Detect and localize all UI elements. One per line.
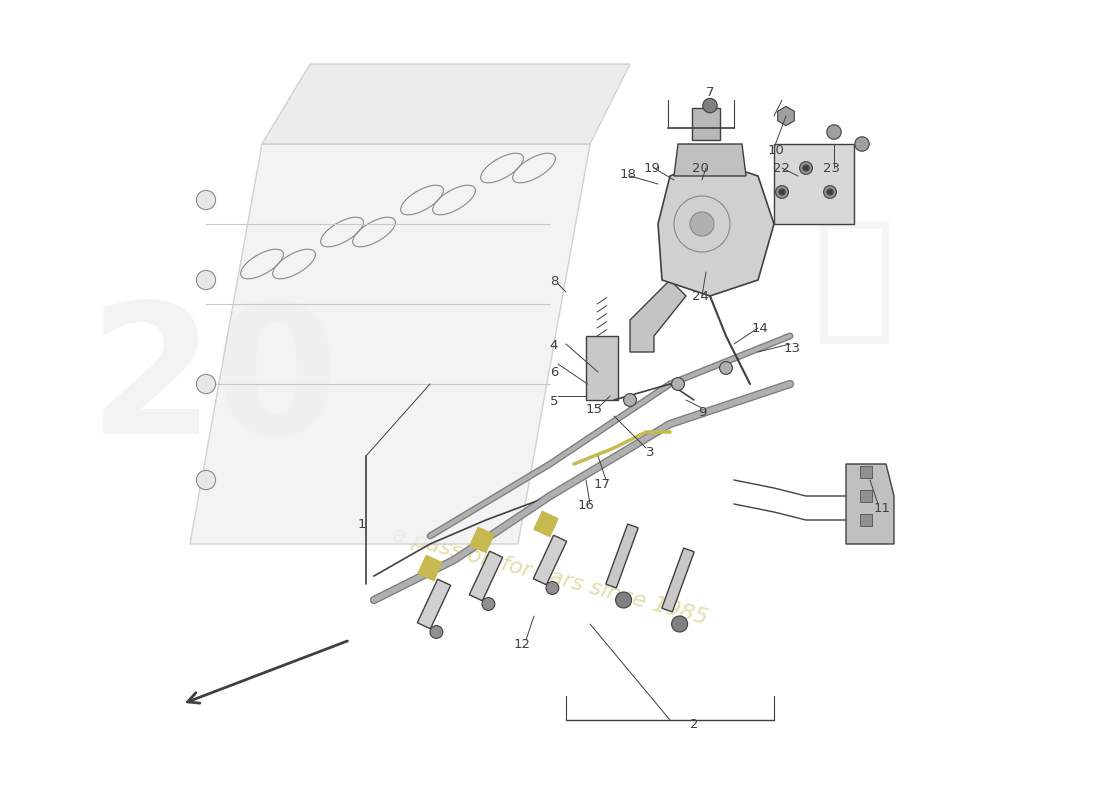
Circle shape: [824, 186, 836, 198]
Bar: [860, 514, 872, 526]
Circle shape: [803, 165, 810, 171]
Text: 9: 9: [697, 406, 706, 418]
Circle shape: [616, 592, 631, 608]
Circle shape: [690, 212, 714, 236]
Text: 10: 10: [767, 144, 784, 157]
Text: 11: 11: [873, 502, 891, 514]
Polygon shape: [846, 464, 894, 544]
Circle shape: [197, 470, 216, 490]
Bar: [418, 555, 442, 581]
Bar: [470, 527, 494, 553]
Circle shape: [430, 626, 443, 638]
Circle shape: [624, 394, 637, 406]
Bar: [662, 548, 694, 612]
Circle shape: [197, 270, 216, 290]
Circle shape: [776, 186, 789, 198]
Bar: [860, 490, 872, 502]
Text: 5: 5: [550, 395, 558, 408]
Circle shape: [827, 189, 833, 195]
Bar: [417, 579, 451, 629]
Circle shape: [546, 582, 559, 594]
Polygon shape: [774, 144, 854, 224]
Text: 2: 2: [690, 718, 698, 730]
Circle shape: [197, 374, 216, 394]
Polygon shape: [586, 336, 618, 400]
Circle shape: [800, 162, 813, 174]
Polygon shape: [674, 144, 746, 176]
Text: 18: 18: [620, 168, 637, 181]
Text: 12: 12: [514, 638, 530, 650]
Text: 16: 16: [578, 499, 594, 512]
Text: 15: 15: [585, 403, 603, 416]
Polygon shape: [262, 64, 630, 144]
Text: 24: 24: [692, 290, 708, 302]
Bar: [860, 466, 872, 478]
Circle shape: [482, 598, 495, 610]
Circle shape: [827, 125, 842, 139]
Bar: [534, 535, 566, 585]
Text: 20: 20: [692, 162, 708, 174]
Bar: [606, 524, 638, 588]
Polygon shape: [630, 280, 686, 352]
Polygon shape: [778, 106, 794, 126]
Text: 1: 1: [358, 518, 366, 530]
Bar: [470, 551, 503, 601]
Text: 13: 13: [783, 342, 800, 354]
Text: a passion for cars since 1985: a passion for cars since 1985: [390, 524, 710, 628]
Circle shape: [672, 378, 684, 390]
Text: 19: 19: [644, 162, 661, 174]
Circle shape: [672, 616, 688, 632]
Text: 20: 20: [88, 296, 340, 472]
Circle shape: [197, 190, 216, 210]
Circle shape: [703, 98, 717, 113]
Polygon shape: [658, 160, 774, 296]
Text: 6: 6: [550, 366, 558, 378]
Text: 3: 3: [646, 446, 654, 458]
Circle shape: [855, 137, 869, 151]
Bar: [534, 511, 558, 537]
Circle shape: [779, 189, 785, 195]
Text: ℳ: ℳ: [812, 213, 895, 347]
Text: 14: 14: [751, 322, 768, 334]
Text: 8: 8: [550, 275, 558, 288]
Text: 17: 17: [594, 478, 610, 490]
Polygon shape: [190, 144, 590, 544]
Bar: [692, 108, 720, 140]
Text: 22: 22: [773, 162, 791, 174]
Text: 23: 23: [823, 162, 840, 174]
Text: 7: 7: [706, 86, 714, 98]
Circle shape: [719, 362, 733, 374]
Text: 4: 4: [550, 339, 558, 352]
